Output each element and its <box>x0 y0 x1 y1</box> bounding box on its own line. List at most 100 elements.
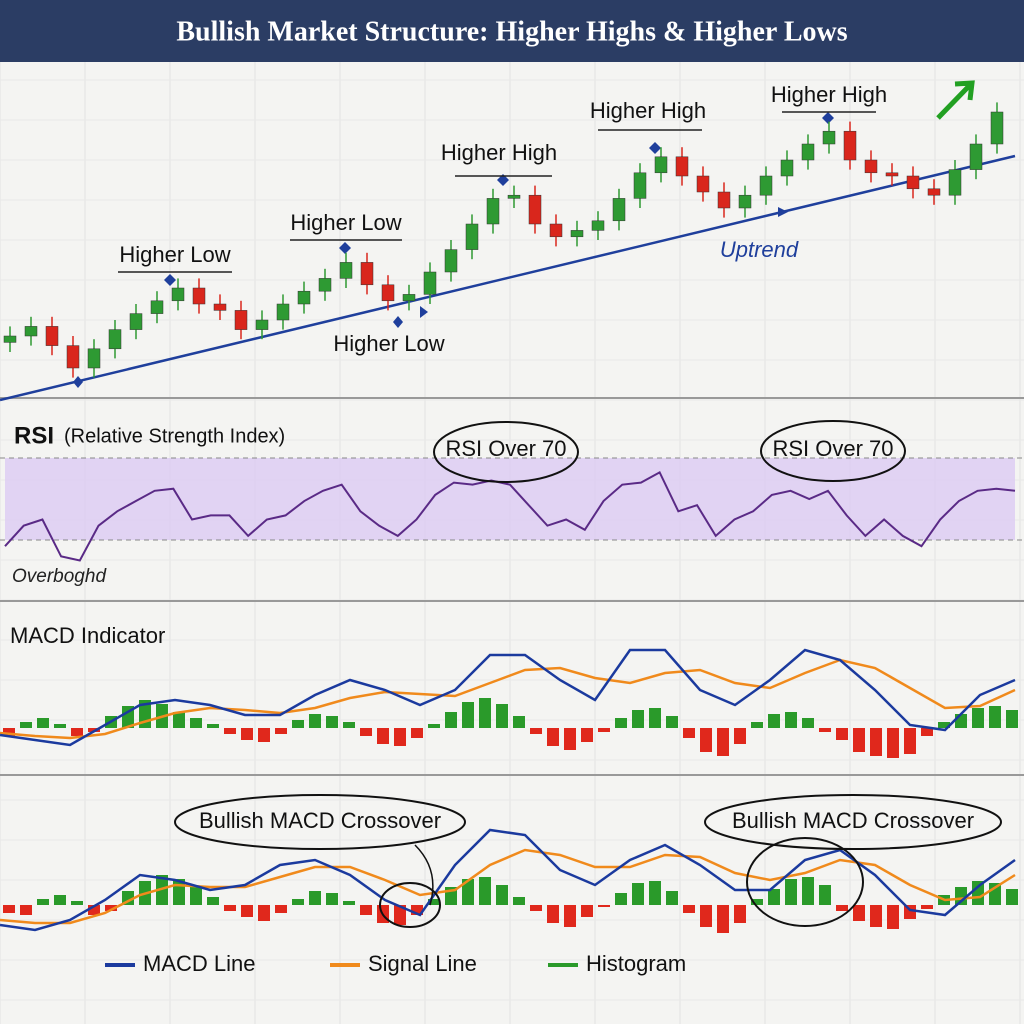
legend-label: MACD Line <box>143 951 255 976</box>
histogram-bar <box>411 905 423 915</box>
histogram-bar <box>20 722 32 728</box>
histogram-bar <box>394 905 406 925</box>
signal-line <box>0 658 1016 740</box>
histogram-bar <box>802 877 814 905</box>
histogram-bar <box>870 905 882 927</box>
candle-body <box>633 172 647 199</box>
candle-body <box>423 271 437 295</box>
histogram-bar <box>683 905 695 913</box>
histogram-bar <box>615 893 627 905</box>
candle-body <box>297 290 311 305</box>
histogram-bar <box>530 905 542 911</box>
macd-panel <box>0 648 1018 758</box>
callout-arrow <box>414 844 434 906</box>
candle-body <box>570 230 584 238</box>
candle-body <box>696 175 710 193</box>
histogram-bar <box>3 905 15 913</box>
candle-body <box>87 348 101 369</box>
histogram-bar <box>785 879 797 905</box>
histogram-bar <box>360 728 372 736</box>
legend: MACD Line Signal Line Histogram <box>105 951 686 976</box>
histogram-bar <box>581 728 593 742</box>
histogram-bar <box>275 905 287 913</box>
histogram-bar <box>870 728 882 756</box>
histogram-bar <box>836 728 848 740</box>
candle-body <box>906 175 920 190</box>
histogram-bar <box>649 708 661 728</box>
candle-body <box>486 198 500 225</box>
histogram-bar <box>496 885 508 905</box>
histogram-bar <box>768 714 780 728</box>
histogram-bar <box>768 889 780 905</box>
histogram-bar <box>921 905 933 909</box>
histogram-bar <box>649 881 661 905</box>
histogram-bar <box>207 724 219 728</box>
histogram-bar <box>955 714 967 728</box>
histogram-bar <box>513 716 525 728</box>
histogram-bar <box>224 728 236 734</box>
signal-line <box>0 848 1016 925</box>
panel-title: MACD Indicator <box>10 623 165 648</box>
histogram-bar <box>547 905 559 923</box>
histogram-bar <box>530 728 542 734</box>
macd-line <box>0 648 1016 747</box>
candle-body <box>549 223 563 238</box>
panel-title: RSI <box>14 422 54 449</box>
histogram-bar <box>326 716 338 728</box>
histogram-bar <box>632 883 644 905</box>
annotation: Bullish MACD Crossover <box>732 808 974 833</box>
candle-body <box>990 111 1004 145</box>
callout-ellipse <box>760 420 906 482</box>
price-panel <box>3 102 1004 378</box>
callout-ellipse <box>704 794 1002 850</box>
histogram-bar <box>734 905 746 923</box>
histogram-bar <box>258 728 270 742</box>
histogram-bar <box>105 905 117 911</box>
candle-body <box>822 130 836 145</box>
candle-body <box>780 159 794 177</box>
candle-body <box>507 194 521 199</box>
histogram-bar <box>343 901 355 905</box>
annotation: RSI Over 70 <box>445 436 566 461</box>
histogram-bar <box>190 718 202 728</box>
histogram-bar <box>989 706 1001 728</box>
histogram-bar <box>462 702 474 728</box>
histogram-bar <box>377 728 389 744</box>
rsi-band <box>5 458 1015 540</box>
candle-body <box>234 310 248 330</box>
histogram-bar <box>88 905 100 915</box>
histogram-bar <box>207 897 219 905</box>
histogram-bar <box>20 905 32 915</box>
histogram-bar <box>853 728 865 752</box>
candle-body <box>276 303 290 321</box>
histogram-bar <box>54 724 66 728</box>
zone-label: Overboghd <box>12 566 107 587</box>
rsi-panel <box>0 457 1024 562</box>
histogram-bar <box>71 901 83 905</box>
histogram-bar <box>921 728 933 736</box>
crossover-circle <box>379 882 441 928</box>
histogram-bar <box>394 728 406 746</box>
histogram-bar <box>598 728 610 732</box>
legend-label: Signal Line <box>368 951 477 976</box>
histogram-bar <box>666 891 678 905</box>
candle-body <box>675 156 689 177</box>
candle-body <box>192 287 206 305</box>
annotation: Bullish MACD Crossover <box>199 808 441 833</box>
histogram-bar <box>292 899 304 905</box>
candle-body <box>654 156 668 174</box>
histogram-bar <box>751 722 763 728</box>
histogram-bar <box>972 881 984 905</box>
histogram-bar <box>938 722 950 728</box>
candle-body <box>927 188 941 196</box>
histogram-bar <box>683 728 695 738</box>
histogram-bar <box>887 728 899 758</box>
histogram-bar <box>972 708 984 728</box>
histogram-bar <box>309 891 321 905</box>
histogram-bar <box>1006 710 1018 728</box>
histogram-bar <box>717 905 729 933</box>
histogram-bar <box>292 720 304 728</box>
candle-body <box>759 175 773 196</box>
candle-body <box>3 335 17 343</box>
